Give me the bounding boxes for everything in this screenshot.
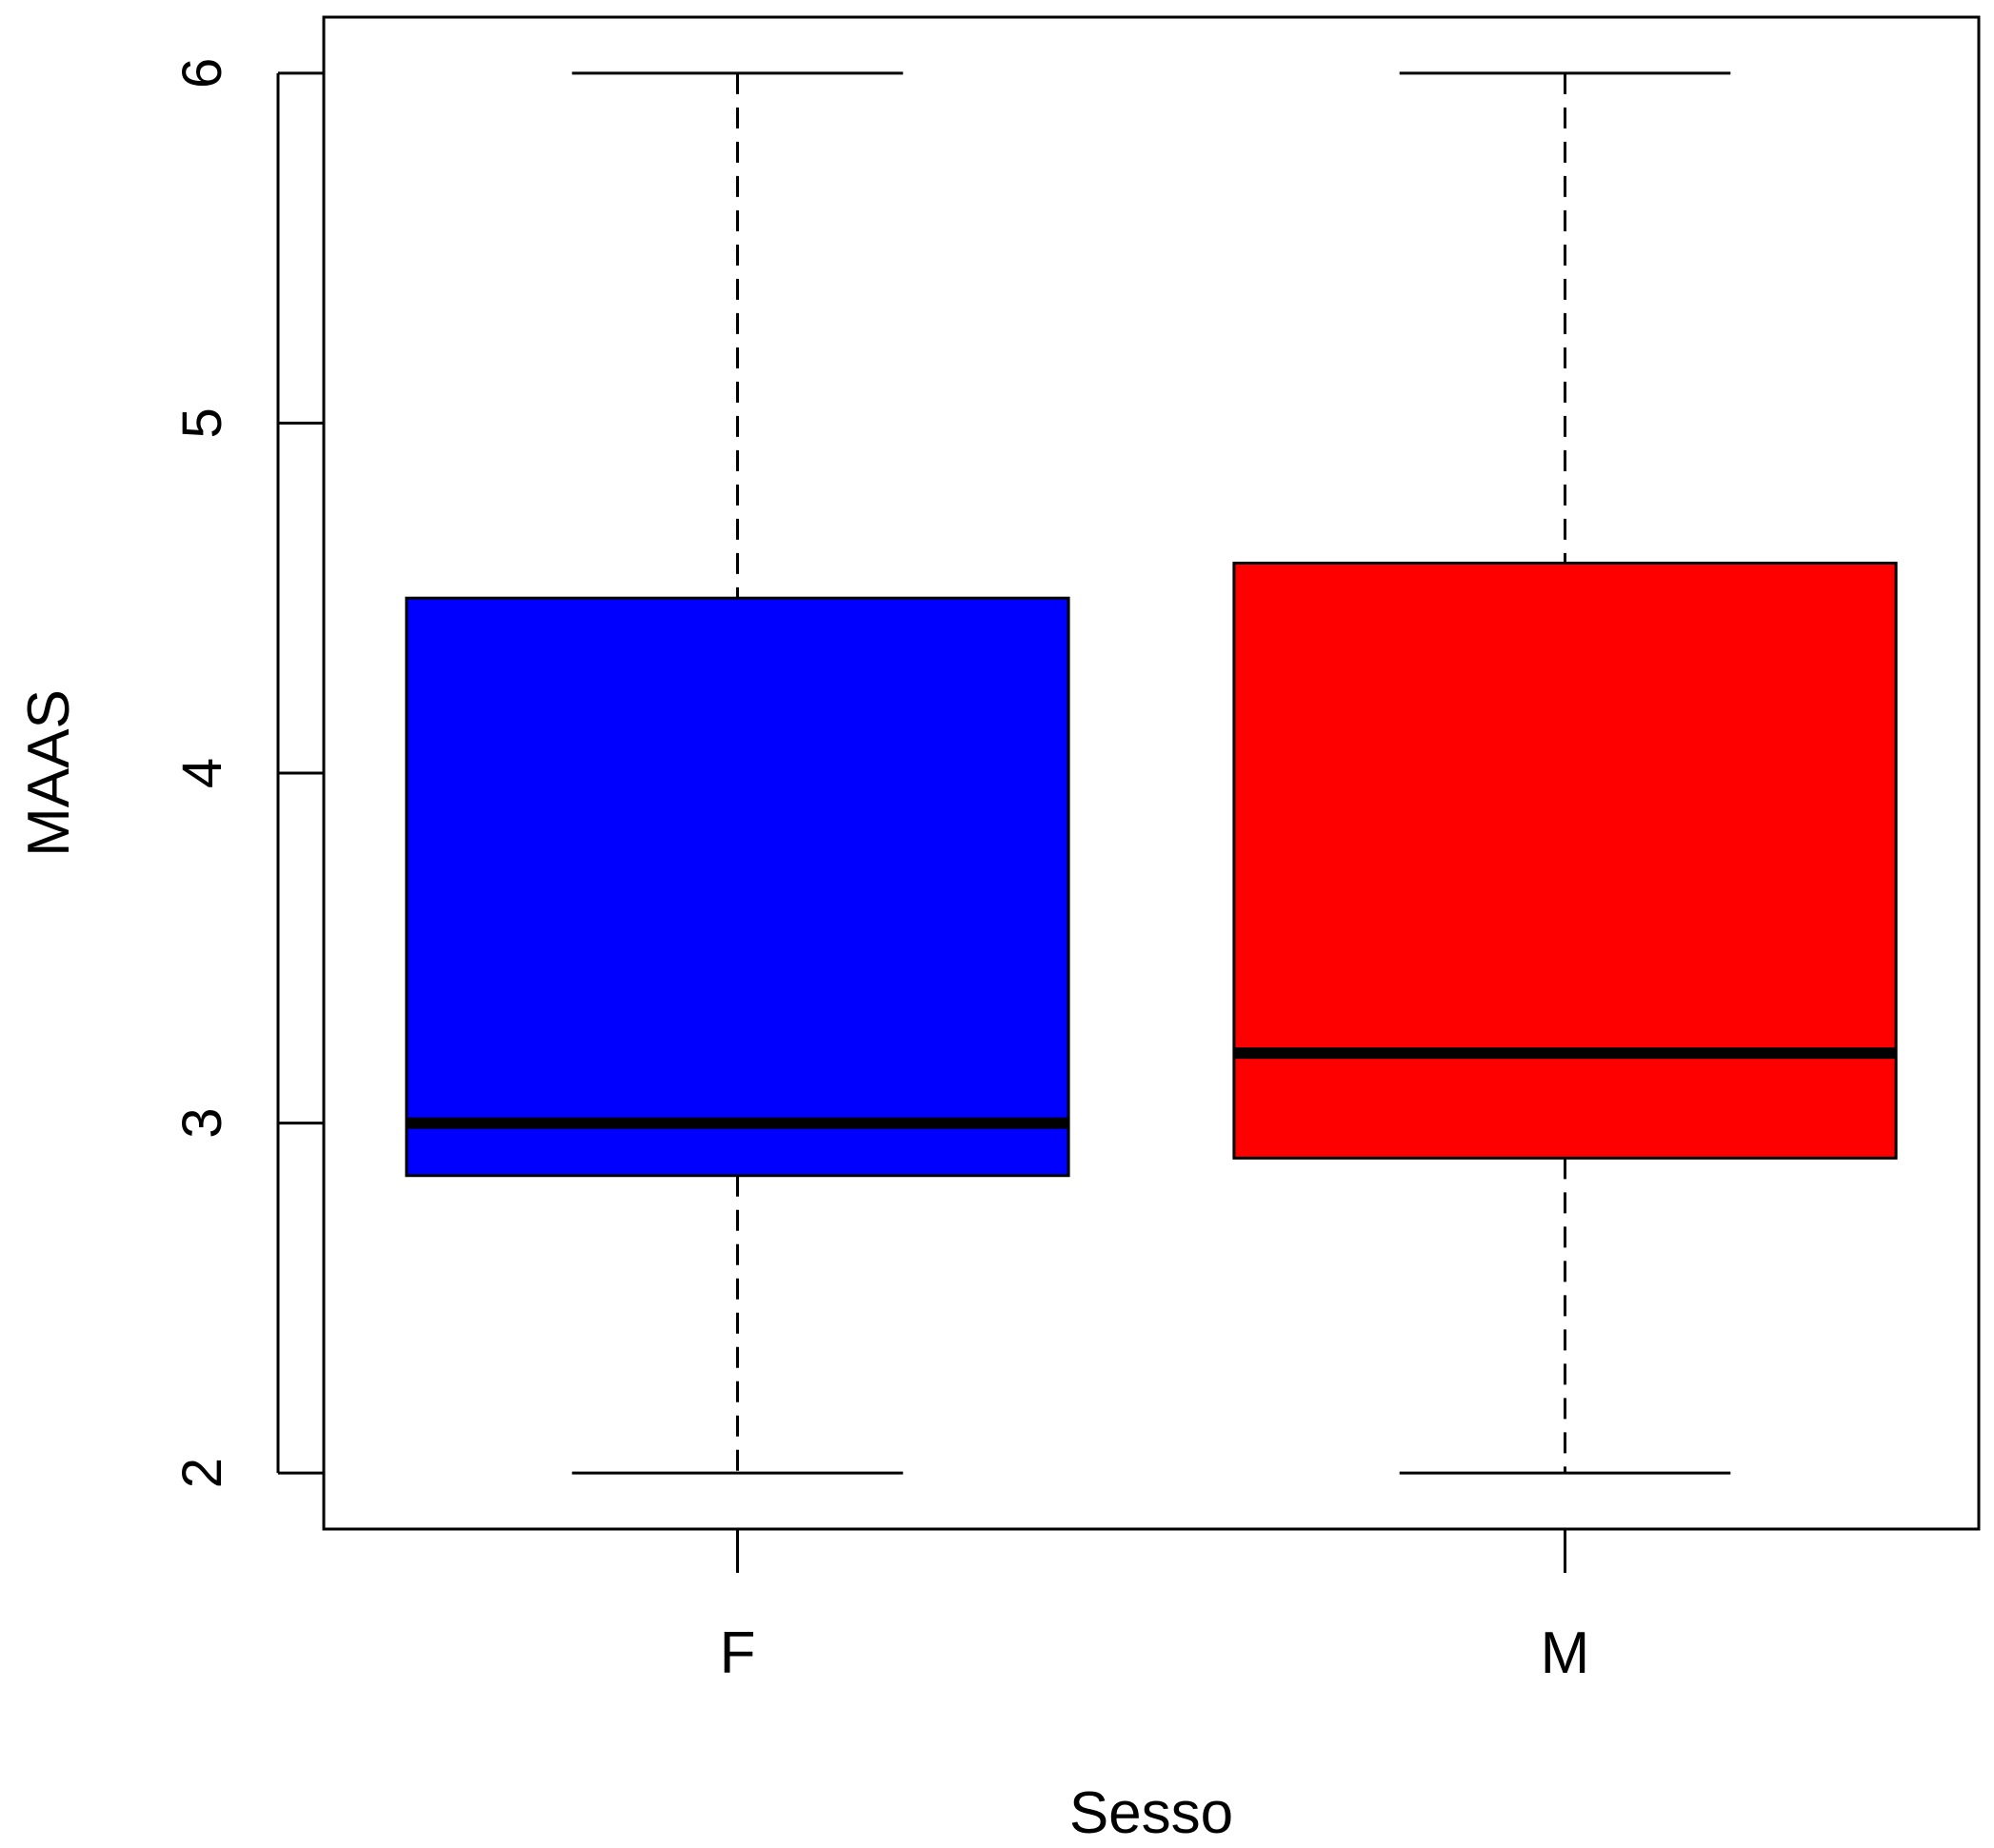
box xyxy=(1232,561,1898,1160)
y-tick-label: 5 xyxy=(171,407,233,438)
box xyxy=(405,596,1070,1178)
y-tick-label: 6 xyxy=(171,58,233,89)
box-group xyxy=(405,71,1898,1475)
y-axis: 2 3 4 5 6 xyxy=(171,58,324,1488)
y-tick-label: 2 xyxy=(171,1458,233,1488)
y-axis-label: MAAS xyxy=(16,689,82,857)
x-tick-label: F xyxy=(720,1620,756,1686)
x-tick-label: M xyxy=(1541,1620,1590,1686)
x-axis-label: Sesso xyxy=(1069,1780,1233,1846)
y-tick-label: 4 xyxy=(171,758,233,788)
y-tick-label: 3 xyxy=(171,1107,233,1138)
